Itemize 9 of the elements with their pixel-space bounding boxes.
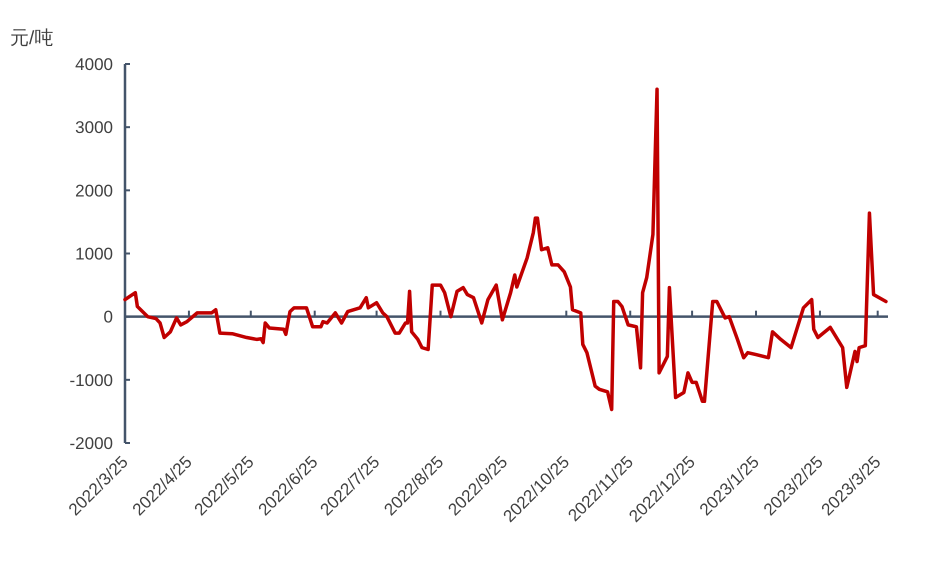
y-tick-label: 2000 (75, 181, 113, 200)
y-tick-label: -1000 (70, 370, 113, 390)
y-tick-label: 1000 (75, 244, 113, 264)
y-tick-label: -2000 (70, 434, 113, 453)
y-tick-label: 0 (104, 308, 113, 327)
y-axis-title: 元/吨 (10, 28, 54, 49)
y-tick-label: 4000 (75, 55, 113, 74)
y-tick-label: 3000 (75, 118, 113, 138)
line-series (123, 88, 888, 412)
